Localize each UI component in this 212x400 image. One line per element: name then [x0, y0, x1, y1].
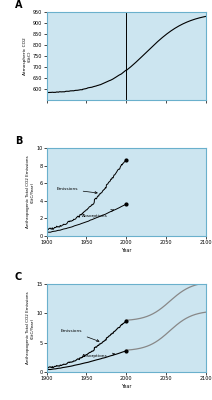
X-axis label: Year: Year	[121, 248, 131, 253]
Text: Emissions: Emissions	[61, 329, 99, 342]
Text: B: B	[15, 136, 22, 146]
Text: A: A	[15, 0, 22, 10]
Y-axis label: Atmospheric CO2
(GtC): Atmospheric CO2 (GtC)	[23, 37, 32, 75]
Y-axis label: Anthropogenic Total CO2 Emissions
(GtC/Year): Anthropogenic Total CO2 Emissions (GtC/Y…	[26, 156, 35, 228]
Text: Absorptions: Absorptions	[82, 210, 113, 218]
Y-axis label: Anthropogenic Total CO2 Emissions
(GtC/Year): Anthropogenic Total CO2 Emissions (GtC/Y…	[26, 292, 35, 364]
X-axis label: Year: Year	[121, 384, 131, 389]
Text: C: C	[15, 272, 22, 282]
Text: Absorptions: Absorptions	[82, 353, 115, 358]
Text: Emissions: Emissions	[56, 187, 97, 194]
